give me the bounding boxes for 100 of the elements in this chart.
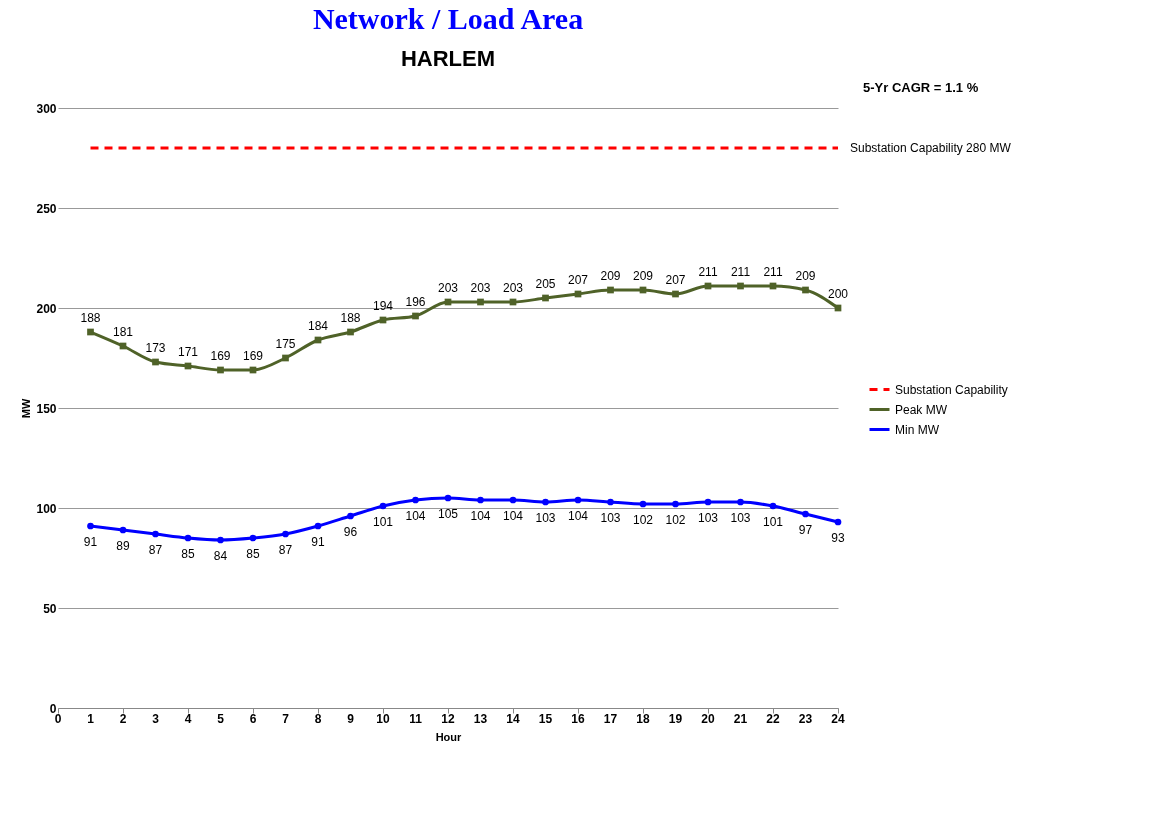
- x-tick-label: 3: [152, 712, 160, 726]
- point: [314, 522, 322, 530]
- data-label: 104: [567, 509, 589, 523]
- data-label: 102: [665, 513, 686, 527]
- point: [477, 496, 484, 504]
- point: [639, 500, 647, 508]
- point: [704, 498, 712, 506]
- x-tick-label: 19: [668, 712, 683, 726]
- x-tick-label: 11: [409, 712, 423, 726]
- data-label: 203: [437, 281, 459, 295]
- x-tick-label: 21: [733, 712, 748, 726]
- x-tick-label: 13: [473, 712, 488, 726]
- x-tick-label: 7: [282, 712, 290, 726]
- data-label: 169: [210, 349, 231, 363]
- point: [217, 366, 224, 374]
- y-tick-label: 50: [43, 601, 57, 616]
- x-tick-label: 12: [441, 712, 455, 726]
- legend-label: Peak MW: [895, 402, 948, 417]
- data-label: 194: [372, 299, 394, 313]
- point: [249, 534, 257, 542]
- point: [737, 282, 744, 290]
- data-label: 203: [470, 281, 491, 295]
- point: [607, 498, 614, 506]
- point: [412, 496, 419, 504]
- data-label: 93: [831, 531, 845, 545]
- point: [282, 530, 289, 538]
- point: [802, 286, 809, 294]
- point: [282, 354, 289, 362]
- x-tick-label: 8: [314, 712, 322, 726]
- data-label: 169: [242, 349, 264, 363]
- x-tick-label: 9: [347, 712, 355, 726]
- point: [802, 510, 809, 518]
- point: [87, 328, 94, 336]
- data-label: 188: [80, 311, 101, 325]
- point: [574, 496, 582, 504]
- x-tick-label: 2: [119, 712, 127, 726]
- point: [672, 500, 679, 508]
- data-label: 175: [275, 337, 296, 351]
- data-label: 104: [470, 509, 491, 523]
- x-tick-label: 24: [831, 712, 845, 726]
- chart-subtitle: HARLEM: [400, 46, 496, 71]
- data-label: 188: [340, 311, 361, 325]
- data-label: 97: [798, 523, 813, 537]
- data-label: 211: [730, 265, 751, 279]
- x-tick-label: 20: [701, 712, 715, 726]
- data-label: 209: [632, 269, 654, 283]
- point: [412, 312, 419, 320]
- data-label: 103: [697, 511, 719, 525]
- x-tick-label: 15: [538, 712, 553, 726]
- x-axis-title: Hour: [435, 731, 463, 743]
- data-label: 101: [372, 515, 394, 529]
- y-tick-label: 300: [36, 101, 57, 116]
- data-label: 207: [567, 273, 589, 287]
- data-label: 102: [632, 513, 654, 527]
- data-label: 89: [116, 539, 130, 553]
- data-label: 211: [698, 265, 718, 279]
- x-tick-label: 14: [506, 712, 520, 726]
- point: [444, 494, 452, 502]
- x-tick-label: 6: [249, 712, 257, 726]
- x-tick-label: 18: [636, 712, 650, 726]
- point: [347, 512, 354, 520]
- chart-title: Network / Load Area: [312, 2, 584, 35]
- point: [542, 294, 549, 302]
- y-tick-label: 250: [36, 201, 57, 216]
- point: [672, 290, 679, 298]
- point: [152, 530, 159, 538]
- data-label: 104: [502, 509, 524, 523]
- data-label: 103: [600, 511, 621, 525]
- point: [184, 534, 192, 542]
- point: [87, 522, 94, 530]
- legend-label: Min MW: [895, 422, 940, 437]
- point: [379, 502, 387, 510]
- point: [769, 502, 777, 510]
- point: [152, 358, 159, 366]
- x-tick-label: 4: [184, 712, 192, 726]
- data-label: 84: [213, 549, 228, 563]
- x-tick-label: 1: [87, 712, 95, 726]
- x-tick-label: 10: [376, 712, 390, 726]
- data-label: 209: [795, 269, 816, 283]
- data-label: 181: [112, 325, 134, 339]
- data-label: 209: [600, 269, 621, 283]
- data-label: 171: [177, 345, 199, 359]
- point: [119, 526, 127, 534]
- x-tick-label: 22: [766, 712, 780, 726]
- legend-label: Substation Capability: [895, 382, 1008, 397]
- data-label: 91: [311, 535, 325, 549]
- data-label: 211: [763, 265, 783, 279]
- data-label: 85: [246, 547, 260, 561]
- data-label: 103: [535, 511, 556, 525]
- data-label: 101: [762, 515, 784, 529]
- data-label: 203: [502, 281, 524, 295]
- x-tick-label: 5: [217, 712, 225, 726]
- data-label: 200: [827, 287, 849, 301]
- data-label: 196: [405, 295, 426, 309]
- point: [347, 328, 354, 336]
- data-label: 87: [148, 543, 163, 557]
- x-tick-label: 17: [603, 712, 618, 726]
- point: [217, 536, 224, 544]
- point: [542, 498, 549, 506]
- text: 5-Yr CAGR = 1.1 %: [863, 80, 979, 95]
